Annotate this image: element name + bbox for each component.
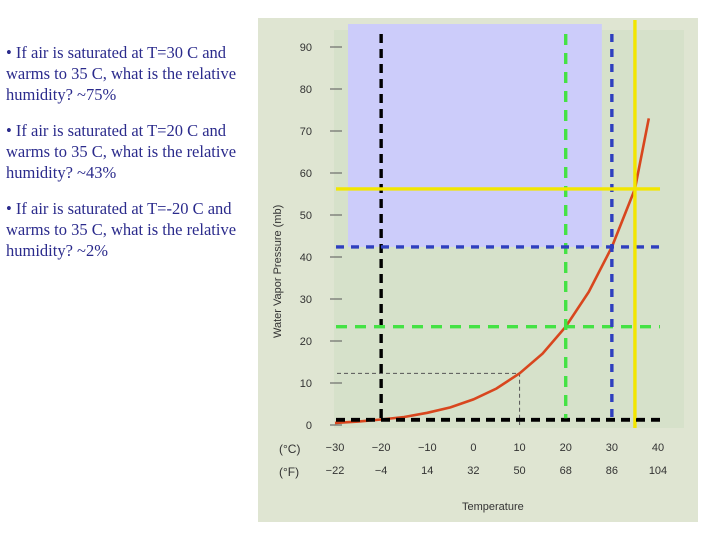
y-tick-label: 10: [300, 378, 312, 390]
question-2: • If air is saturated at T=20 C and warm…: [6, 121, 237, 182]
fahrenheit-unit: (°F): [279, 465, 299, 479]
y-tick-label: 80: [300, 84, 312, 96]
y-tick-label: 0: [306, 420, 312, 432]
y-tick-label: 50: [300, 210, 312, 222]
y-tick-label: 70: [300, 126, 312, 138]
celsius-unit: (°C): [279, 442, 300, 456]
y-tick-label: 60: [300, 168, 312, 180]
highlight-region: [348, 24, 602, 247]
x-tick-label-celsius: 40: [652, 442, 664, 454]
x-tick-label-celsius: 0: [470, 442, 476, 454]
x-tick-label-fahrenheit: 104: [649, 465, 667, 477]
x-tick-label-fahrenheit: 50: [513, 465, 525, 477]
x-tick-label-fahrenheit: 32: [467, 465, 479, 477]
y-tick-label: 40: [300, 252, 312, 264]
x-axis-label: Temperature: [462, 501, 524, 513]
x-tick-label-celsius: −30: [326, 442, 345, 454]
x-tick-label-celsius: 10: [513, 442, 525, 454]
question-list: • If air is saturated at T=30 C and warm…: [6, 42, 258, 276]
x-tick-label-celsius: −10: [418, 442, 437, 454]
question-3: • If air is saturated at T=-20 C and war…: [6, 199, 237, 260]
y-tick-label: 90: [300, 42, 312, 54]
x-tick-label-celsius: −20: [372, 442, 391, 454]
x-tick-label-fahrenheit: 86: [606, 465, 618, 477]
x-tick-label-celsius: 20: [560, 442, 572, 454]
question-1: • If air is saturated at T=30 C and warm…: [6, 43, 237, 104]
x-tick-label-fahrenheit: 68: [560, 465, 572, 477]
x-tick-label-celsius: 30: [606, 442, 618, 454]
y-tick-label: 20: [300, 336, 312, 348]
x-tick-label-fahrenheit: −4: [375, 465, 388, 477]
x-tick-label-fahrenheit: 14: [421, 465, 433, 477]
y-tick-label: 30: [300, 294, 312, 306]
x-tick-label-fahrenheit: −22: [326, 465, 345, 477]
y-axis-label: Water Vapor Pressure (mb): [272, 205, 284, 338]
